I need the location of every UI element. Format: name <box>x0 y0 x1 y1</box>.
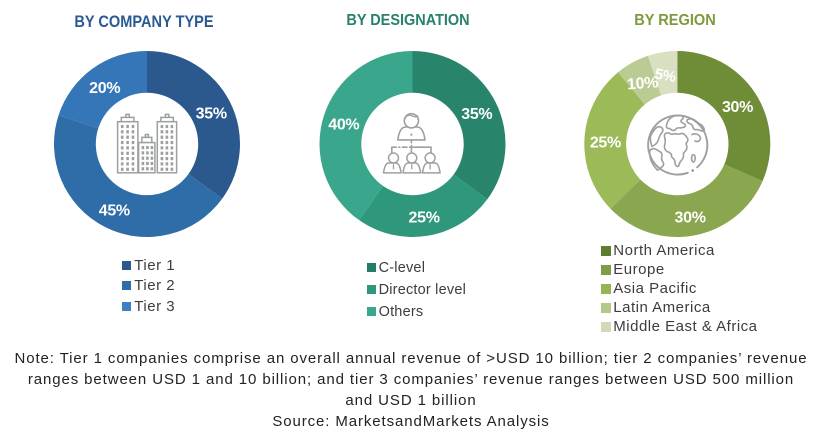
svg-text:25%: 25% <box>409 210 440 227</box>
svg-text:30%: 30% <box>675 209 706 226</box>
svg-text:35%: 35% <box>461 106 492 123</box>
svg-text:20%: 20% <box>89 80 120 97</box>
svg-text:35%: 35% <box>196 106 227 123</box>
svg-text:45%: 45% <box>99 203 130 220</box>
svg-text:25%: 25% <box>590 134 621 151</box>
svg-text:30%: 30% <box>722 99 753 116</box>
svg-text:40%: 40% <box>328 117 359 134</box>
svg-text:5%: 5% <box>653 66 677 86</box>
svg-text:10%: 10% <box>626 74 658 93</box>
